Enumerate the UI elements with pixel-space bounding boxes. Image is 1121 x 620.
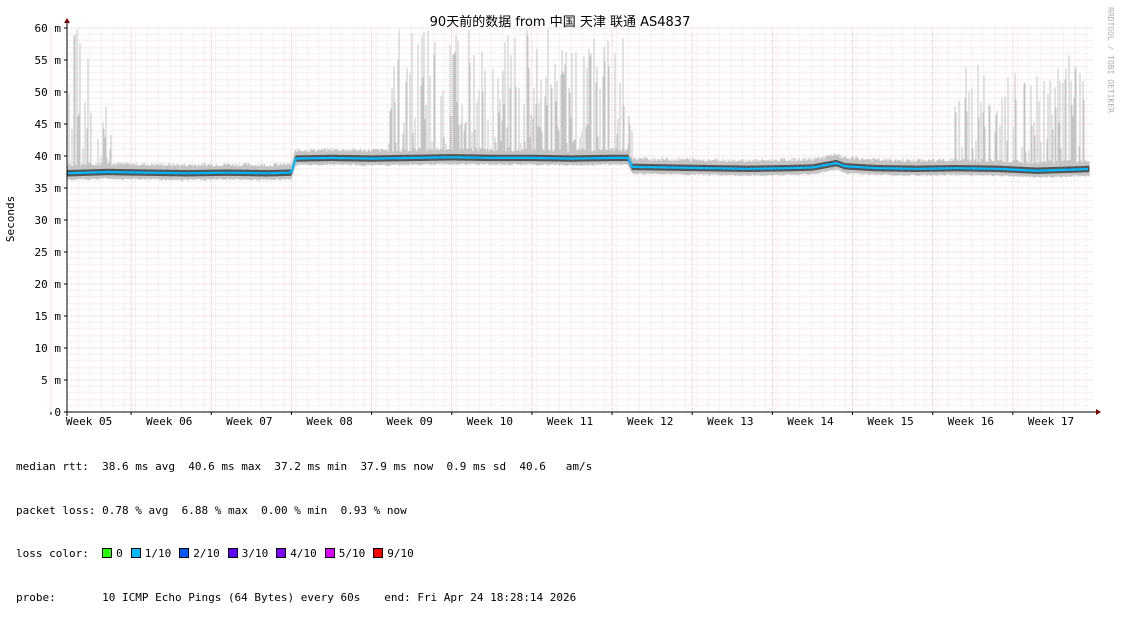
median-avg: 38.6 ms avg	[102, 460, 175, 473]
loss-color-item: 0	[102, 547, 123, 560]
loss-min: 0.00 % min	[261, 503, 328, 517]
x-axis-arrow	[1096, 409, 1101, 415]
y-tick-label: 20 m	[35, 278, 62, 291]
latency-chart: 90天前的数据 from 中国 天津 联通 AS4837 Seconds RRD…	[4, 7, 1115, 428]
median-rtt-label: median rtt:	[16, 460, 89, 473]
x-tick-label: Week 07	[226, 415, 272, 428]
probe-label: probe:	[16, 590, 56, 604]
loss-color-swatch	[324, 548, 335, 558]
chart-title: 90天前的数据 from 中国 天津 联通 AS4837	[430, 14, 691, 30]
loss-color-item: 4/10	[276, 547, 317, 560]
axes	[64, 18, 1101, 416]
loss-color-item: 3/10	[227, 547, 269, 560]
y-tick-label: 0	[54, 406, 61, 419]
probe-text: 10 ICMP Echo Pings (64 Bytes) every 60s	[102, 590, 361, 604]
y-axis-label: Seconds	[4, 196, 17, 242]
x-tick-label: Week 11	[547, 415, 593, 428]
x-tick-label: Week 12	[627, 415, 673, 428]
loss-color-label-text: 9/10	[387, 547, 414, 560]
loss-color-swatch	[130, 548, 141, 558]
loss-color-label-text: 2/10	[193, 547, 220, 560]
y-tick-label: 40 m	[35, 150, 62, 163]
loss-color-items: 0 1/10 2/10 3/10 4/10 5/10 9/10	[102, 547, 422, 560]
x-tick-label: Week 06	[146, 415, 192, 428]
x-tick-label: Week 09	[386, 415, 432, 428]
y-tick-label: 55 m	[35, 54, 62, 67]
end-time: end: Fri Apr 24 18:28:14 2026	[384, 590, 577, 604]
y-tick-label: 45 m	[35, 118, 62, 131]
y-tick-label: 50 m	[35, 86, 62, 99]
x-tick-label: Week 08	[306, 415, 352, 428]
loss-color-item: 1/10	[130, 547, 172, 560]
loss-avg: 0.78 % avg	[102, 503, 169, 517]
loss-color-label-text: 3/10	[241, 547, 269, 560]
y-tick-labels: 0 5 m 10 m 15 m 20 m 25 m 30 m 35 m 40 m 45 m 50 m…	[35, 22, 67, 419]
median-min: 37.2 ms min	[274, 460, 348, 473]
y-axis-arrow	[64, 18, 70, 23]
loss-color-swatch	[373, 548, 384, 558]
loss-now: 0.93 % now	[340, 503, 407, 517]
x-tick-label: Week 15	[867, 415, 913, 428]
x-tick-label: Week 16	[948, 415, 994, 428]
x-tick-label: Week 17	[1028, 415, 1074, 428]
median-line	[68, 156, 1089, 175]
x-tick-label: Week 10	[467, 415, 513, 428]
y-tick-label: 15 m	[35, 310, 62, 323]
x-tick-label: Week 14	[787, 415, 834, 428]
loss-color-label: loss color:	[16, 547, 89, 560]
loss-max: 6.88 % max	[181, 503, 248, 517]
probe-row: probe: 10 ICMP Echo Pings (64 Bytes) eve…	[16, 591, 592, 606]
loss-color-swatch	[276, 548, 287, 558]
y-tick-label: 5 m	[41, 374, 61, 387]
rrdtool-credit: RRDTOOL / TOBI OETIKER	[1106, 7, 1115, 113]
median-now: 37.9 ms now	[360, 460, 434, 473]
y-tick-label: 60 m	[35, 22, 62, 35]
median-rtt-row: median rtt: 38.6 ms avg 40.6 ms max 37.2…	[16, 460, 592, 475]
loss-color-swatch	[102, 548, 113, 558]
loss-color-row: loss color: 0 1/10 2/10 3/10 4/10 5/10 9/10	[16, 547, 592, 562]
x-tick-labels: Week 05 Week 06 Week 07 Week 08 Week 09 Week …	[50, 412, 1074, 428]
loss-color-label-text: 5/10	[338, 547, 366, 560]
loss-color-item: 2/10	[179, 547, 220, 560]
y-tick-label: 10 m	[35, 342, 62, 355]
median-series	[68, 156, 1089, 175]
median-max: 40.6 ms max	[188, 460, 262, 473]
x-tick-label: Week 05	[66, 415, 112, 428]
packet-loss-label: packet loss:	[16, 503, 96, 517]
x-tick-label: Week 13	[707, 415, 753, 428]
y-tick-label: 30 m	[35, 214, 62, 227]
legend: median rtt: 38.6 ms avg 40.6 ms max 37.2…	[16, 431, 592, 620]
y-tick-label: 25 m	[35, 246, 62, 259]
loss-color-label-text: 1/10	[144, 547, 172, 560]
loss-color-item: 9/10	[373, 547, 414, 560]
median-sd: 0.9 ms sd	[446, 460, 507, 473]
median-am: 40.6 am/s	[519, 460, 593, 473]
loss-color-label-text: 0	[116, 547, 123, 560]
loss-color-item: 5/10	[324, 547, 366, 560]
packet-loss-row: packet loss: 0.78 % avg 6.88 % max 0.00 …	[16, 504, 592, 519]
loss-color-swatch	[179, 548, 190, 558]
loss-color-label-text: 4/10	[290, 547, 317, 560]
loss-color-swatch	[227, 548, 238, 558]
y-tick-label: 35 m	[35, 182, 62, 195]
